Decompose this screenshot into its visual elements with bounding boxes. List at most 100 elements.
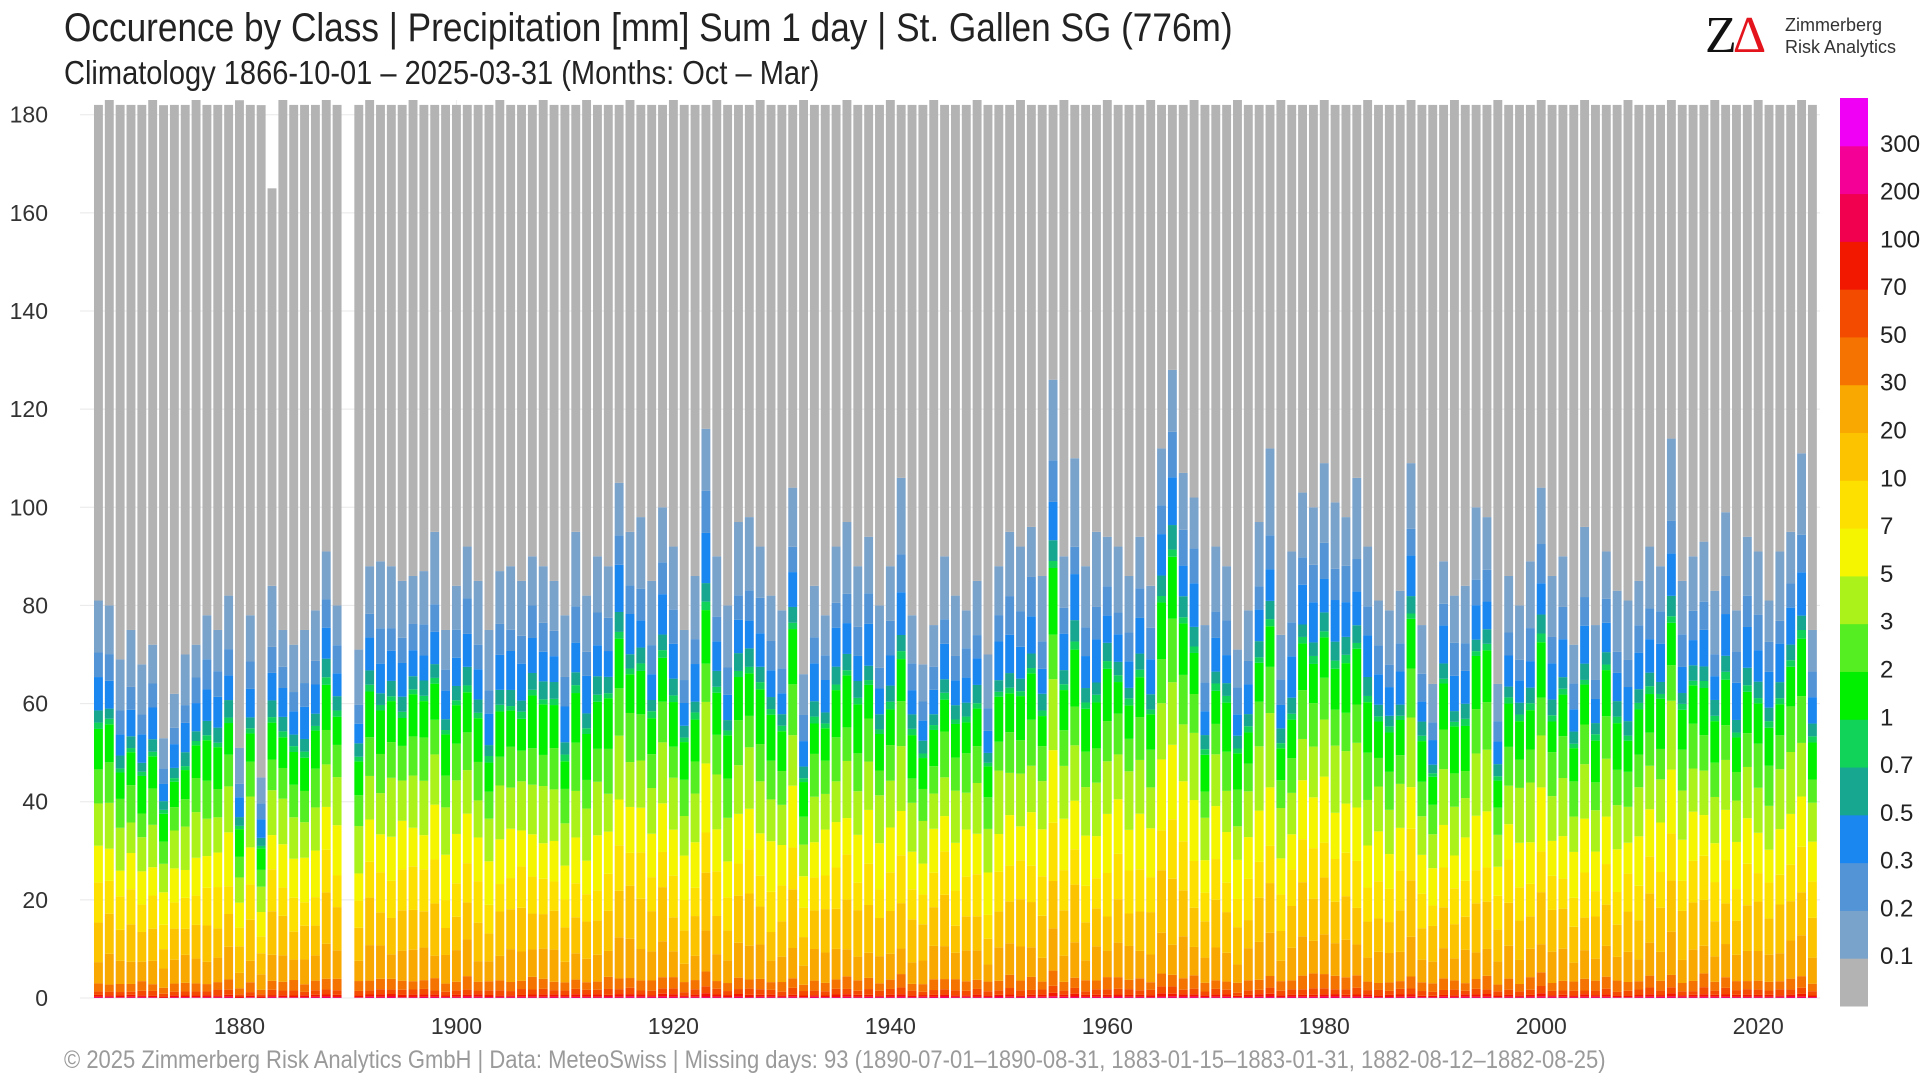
bar-segment	[484, 756, 494, 763]
bar-segment	[1243, 994, 1253, 997]
bar-segment	[1276, 995, 1286, 998]
bar-segment	[397, 662, 407, 697]
bar-segment	[267, 995, 277, 997]
bar-segment	[224, 996, 234, 998]
bar-segment	[831, 988, 841, 995]
bar-segment	[126, 994, 136, 997]
bar-segment	[1591, 958, 1600, 981]
bar-segment	[647, 700, 657, 712]
bar-segment	[267, 790, 277, 836]
bar-segment	[1406, 717, 1416, 788]
bar-segment	[332, 990, 342, 995]
bar-segment	[603, 988, 613, 995]
bar-segment	[1157, 830, 1166, 871]
bar-segment	[517, 980, 526, 990]
bar-segment	[1591, 995, 1600, 997]
bar-segment	[1037, 104, 1047, 576]
bar-segment	[1330, 975, 1340, 990]
x-tick-label: 1880	[214, 1013, 265, 1039]
bar-segment	[267, 869, 277, 912]
bar-segment	[126, 785, 136, 823]
bar-segment	[1656, 907, 1665, 952]
bar-segment	[1395, 870, 1405, 911]
bar-segment	[1786, 978, 1796, 990]
legend-label: 1	[1880, 704, 1893, 731]
bar-segment	[1113, 104, 1123, 547]
bar-segment	[1699, 629, 1709, 667]
bar-segment	[1395, 643, 1405, 672]
bar-segment	[712, 871, 722, 916]
bar-segment	[1623, 687, 1633, 722]
legend-swatch	[1840, 767, 1868, 816]
bar-segment	[679, 629, 689, 681]
bar-segment	[560, 865, 570, 900]
bar-segment	[701, 930, 711, 972]
bar-segment	[1732, 771, 1741, 801]
bar-segment	[1113, 853, 1123, 900]
bar-segment	[1797, 638, 1807, 697]
bar-segment	[1200, 104, 1210, 626]
bar-segment	[723, 605, 733, 668]
bar-segment	[495, 785, 505, 840]
bar-segment	[506, 104, 516, 567]
bar-segment	[1710, 990, 1720, 995]
bar-segment	[310, 980, 320, 991]
bar-segment	[495, 571, 505, 624]
bar-segment	[1189, 907, 1199, 947]
bar-segment	[1732, 954, 1741, 982]
bar-segment	[1721, 994, 1731, 997]
bar-segment	[1178, 724, 1188, 782]
bar-segment	[712, 734, 722, 775]
bar-segment	[1634, 625, 1644, 653]
bar-segment	[104, 724, 114, 763]
bar-segment	[1319, 463, 1329, 543]
bar-segment	[690, 916, 700, 956]
bar-segment	[961, 753, 971, 793]
bar-segment	[506, 629, 516, 651]
bar-segment	[1775, 704, 1785, 736]
bar-segment	[1807, 983, 1817, 992]
bar-segment	[1265, 666, 1275, 714]
bar-segment	[332, 104, 342, 606]
bar-segment	[940, 816, 950, 852]
bar-segment	[202, 104, 212, 616]
bar-segment	[1374, 645, 1383, 675]
bar-segment	[408, 575, 418, 624]
bar-segment	[679, 992, 689, 996]
bar-segment	[614, 845, 624, 891]
bar-segment	[1363, 887, 1373, 922]
bar-segment	[907, 983, 917, 991]
bar-segment	[169, 995, 179, 998]
y-tick-label: 120	[10, 396, 48, 422]
bar-segment	[701, 490, 711, 533]
bar-segment	[701, 428, 711, 491]
bar-segment	[1026, 989, 1036, 995]
bar-segment	[1243, 104, 1253, 611]
bar-segment	[1677, 104, 1687, 581]
bar-segment	[1167, 104, 1177, 370]
bar-segment	[766, 996, 776, 998]
bar-segment	[224, 979, 234, 990]
legend-label: 0.2	[1880, 895, 1913, 922]
bar-segment	[1775, 953, 1785, 982]
bar-segment	[1157, 534, 1166, 576]
bar-segment	[1742, 536, 1752, 596]
bar-segment	[1026, 616, 1036, 654]
bar-segment	[484, 904, 494, 934]
bar-segment	[354, 981, 364, 991]
bar-segment	[1623, 951, 1633, 982]
bar-segment	[1623, 721, 1633, 736]
bar-segment	[755, 682, 765, 690]
bar-segment	[484, 745, 494, 757]
bar-segment	[614, 989, 624, 995]
bar-segment	[224, 946, 234, 980]
bar-segment	[1493, 834, 1503, 867]
bar-segment	[538, 651, 548, 682]
bar-segment	[267, 700, 277, 718]
bar-segment	[636, 714, 646, 761]
bar-segment	[994, 980, 1004, 991]
bar-segment	[1786, 666, 1796, 707]
bar-segment	[180, 954, 190, 983]
bar-segment	[679, 899, 689, 931]
bar-segment	[1113, 997, 1123, 998]
